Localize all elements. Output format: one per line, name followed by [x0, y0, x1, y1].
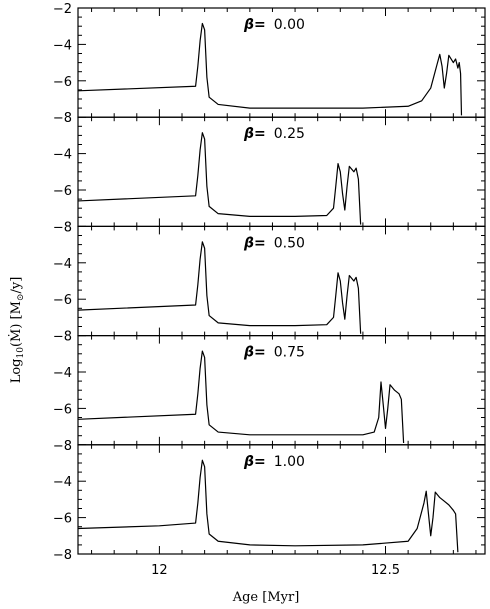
- y-tick-label: −8: [53, 548, 72, 563]
- y-tick-label: −8: [53, 439, 72, 454]
- series-line-4: [77, 459, 459, 553]
- y-tick-label: −4: [53, 148, 72, 163]
- y-axis-title: Log10(Ṁ) [M⊙/y]: [7, 277, 26, 384]
- beta-label-value: 1.00: [274, 454, 305, 470]
- y-tick-label: −8: [53, 330, 72, 345]
- x-tick-labels: 12 12.5: [151, 563, 400, 578]
- beta-label-prefix: β=: [243, 126, 266, 142]
- beta-label-prefix: β=: [243, 454, 266, 470]
- panel-3: −8 −6 −4 β= 0.75: [53, 335, 486, 454]
- y-axis-title-unit-close: /y]: [9, 277, 24, 294]
- y-tick-label: −6: [53, 75, 72, 90]
- series-line-3: [77, 350, 405, 444]
- panel-1: −8 −6 −4 β= 0.25: [53, 116, 486, 235]
- y-tick-label: −4: [53, 366, 72, 381]
- y-tick-label: −4: [53, 475, 72, 490]
- beta-label-value: 0.00: [274, 17, 305, 33]
- y-tick-label: −6: [53, 293, 72, 308]
- x-tick-label: 12: [151, 563, 168, 578]
- y-axis-title-log: Log: [9, 359, 24, 384]
- beta-label: β= 0.25: [243, 126, 305, 142]
- y-tick-label: −4: [53, 257, 72, 272]
- beta-label-value: 0.25: [274, 126, 305, 142]
- y-axis-title-open: (: [9, 342, 24, 347]
- y-tick-label: −2: [53, 2, 72, 17]
- series-line-1: [77, 132, 362, 225]
- y-axis-title-mdot: Ṁ: [7, 329, 24, 342]
- panels: −8−6−4−2β= 0.00−8−6−4β= 0.25−8−6−4β= 0.50−8…: [53, 2, 486, 563]
- y-axis-title-close: ): [9, 324, 24, 329]
- series-line-2: [77, 241, 362, 334]
- y-tick-label: −4: [53, 38, 72, 53]
- beta-label: β= 0.50: [243, 235, 305, 251]
- beta-label-value: 0.50: [274, 235, 305, 251]
- beta-label: β= 1.00: [243, 454, 305, 470]
- beta-label-prefix: β=: [243, 345, 266, 361]
- y-axis-title-unit-open: [M: [9, 301, 24, 324]
- series-line-0: [77, 22, 463, 116]
- beta-label-value: 0.75: [274, 345, 305, 361]
- x-axis-title: Age [Myr]: [232, 590, 300, 605]
- y-tick-label: −8: [53, 111, 72, 126]
- y-tick-label: −8: [53, 220, 72, 235]
- beta-label: β= 0.00: [243, 17, 305, 33]
- y-tick-label: −6: [53, 402, 72, 417]
- panel-2: −8 −6 −4 β= 0.50: [53, 225, 486, 345]
- x-tick-label: 12.5: [371, 563, 400, 578]
- y-tick-label: −6: [53, 512, 72, 527]
- beta-label-prefix: β=: [243, 17, 266, 33]
- y-tick-label: −6: [53, 184, 72, 199]
- y-axis-title-sun: ⊙: [16, 294, 26, 302]
- beta-label: β= 0.75: [243, 345, 305, 361]
- panel-4: −8 −6 −4 β= 1.00: [53, 444, 486, 563]
- panel-0: −8 −6 −4 −2 β= 0.00: [53, 2, 486, 126]
- beta-label-prefix: β=: [243, 235, 266, 251]
- y-axis-title-sub: 10: [16, 347, 26, 359]
